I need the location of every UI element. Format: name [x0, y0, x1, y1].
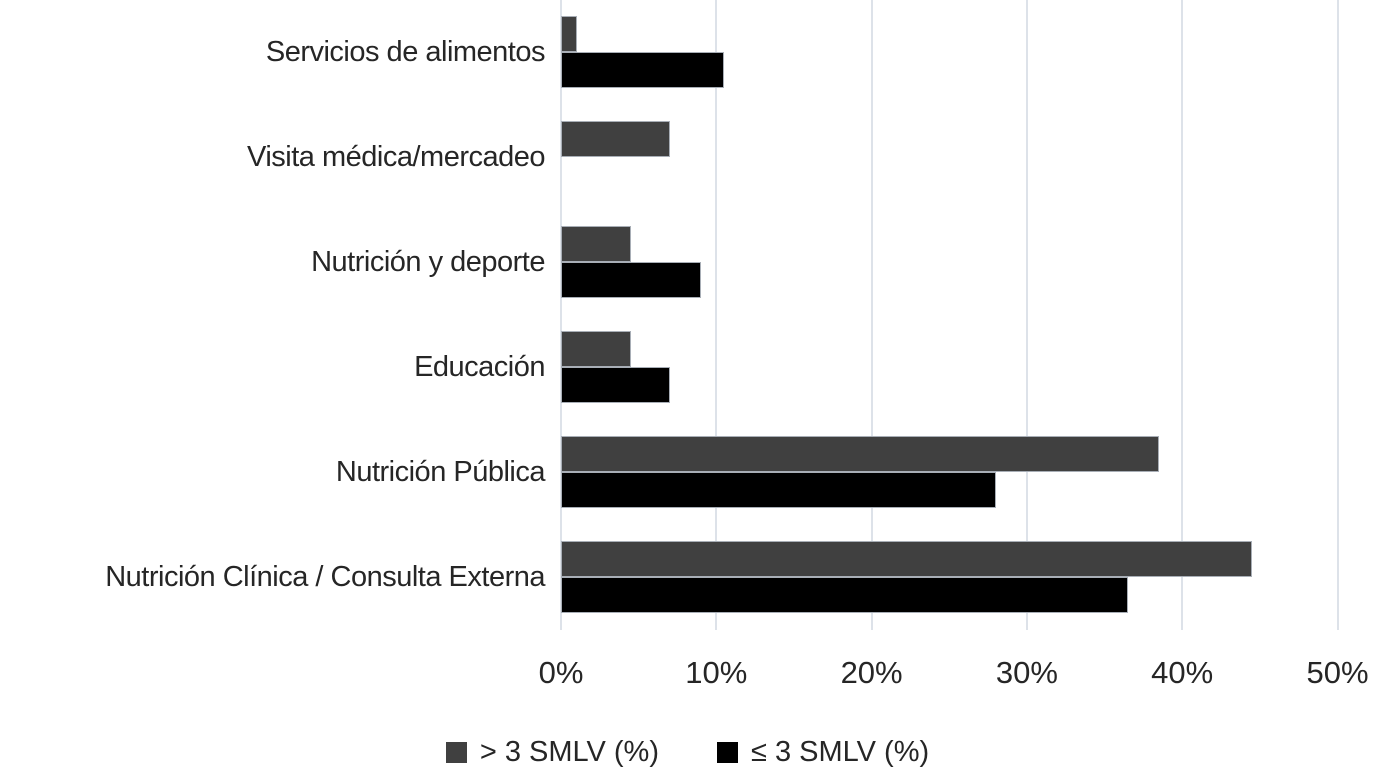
legend: > 3 SMLV (%) ≤ 3 SMLV (%): [0, 736, 1375, 769]
bar-le-3-smlv: [561, 52, 725, 88]
legend-label: ≤ 3 SMLV (%): [751, 736, 930, 768]
gridline: [715, 0, 718, 630]
bar-gt-3-smlv: [561, 226, 631, 262]
bar-gt-3-smlv: [561, 331, 631, 367]
gridline: [1336, 0, 1339, 630]
category-label: Servicios de alimentos: [265, 36, 546, 68]
bar-le-3-smlv: [561, 577, 1128, 613]
legend-swatch-icon: [717, 742, 738, 763]
bar-gt-3-smlv: [561, 541, 1253, 577]
plot-area: [560, 0, 1375, 630]
gridline: [870, 0, 873, 630]
x-tick-label: 10%: [685, 655, 748, 690]
category-axis: Servicios de alimentos Visita médica/merc…: [0, 0, 545, 630]
bar-le-3-smlv: [561, 262, 701, 298]
gridline: [1181, 0, 1184, 630]
legend-item-gt-3-smlv: > 3 SMLV (%): [445, 736, 659, 769]
category-label: Educación: [414, 351, 545, 383]
bar-gt-3-smlv: [561, 121, 670, 157]
gridline: [1025, 0, 1028, 630]
legend-swatch-icon: [445, 742, 467, 763]
bar-le-3-smlv: [561, 367, 670, 403]
bar-gt-3-smlv: [561, 436, 1159, 472]
bar-gt-3-smlv: [561, 16, 577, 52]
category-label: Nutrición Clínica / Consulta Externa: [105, 561, 545, 593]
gridline: [560, 0, 562, 630]
x-tick-label: 40%: [1151, 655, 1214, 690]
category-label: Nutrición y deporte: [311, 246, 545, 278]
x-tick-label: 30%: [995, 655, 1058, 690]
category-label: Nutrición Pública: [335, 456, 546, 488]
x-tick-label: 20%: [840, 655, 903, 690]
bar-le-3-smlv: [561, 472, 996, 508]
x-axis: 0% 10% 20% 30% 40% 50%: [0, 655, 1375, 700]
legend-item-le-3-smlv: ≤ 3 SMLV (%): [717, 736, 929, 769]
legend-label: > 3 SMLV (%): [479, 736, 659, 768]
x-tick-label: 50%: [1306, 655, 1369, 690]
category-label: Visita médica/mercadeo: [247, 141, 545, 173]
x-tick-label: 0%: [538, 655, 584, 690]
